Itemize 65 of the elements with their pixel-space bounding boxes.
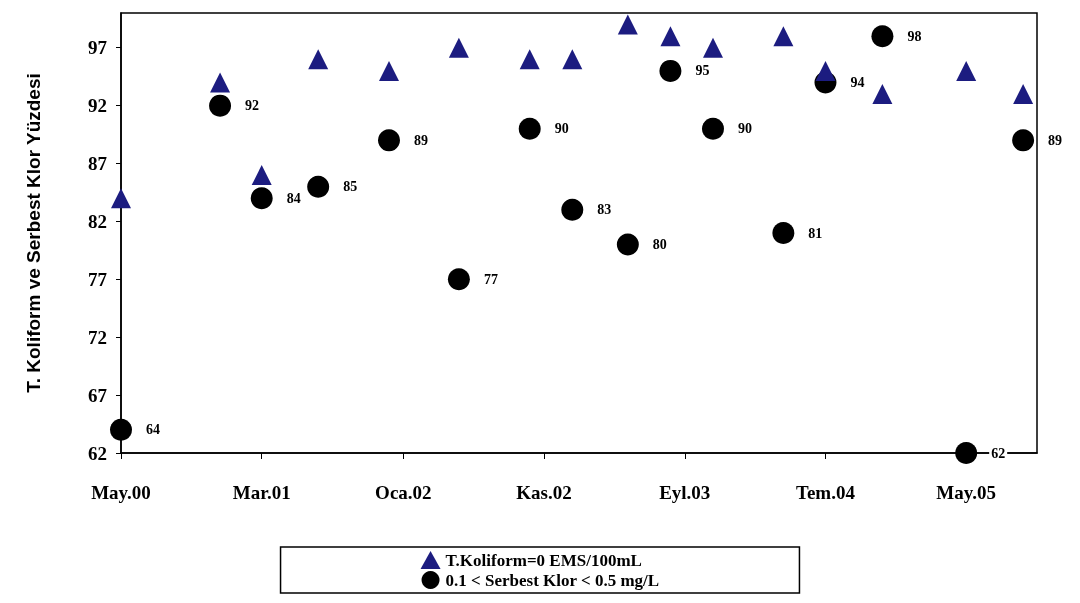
data-label: 64: [146, 422, 160, 438]
x-tick-label: May.05: [936, 482, 996, 503]
y-tick-label: 97: [88, 37, 108, 59]
point: [307, 175, 330, 198]
x-tick-label: Kas.02: [516, 482, 572, 503]
data-label: 89: [1048, 132, 1063, 148]
point: [111, 188, 131, 209]
point: [616, 233, 639, 256]
point: [703, 37, 723, 58]
point: [251, 165, 272, 186]
data-label: 92: [245, 98, 260, 114]
point: [772, 222, 795, 244]
data-label: 84: [286, 190, 301, 206]
point: [702, 117, 724, 140]
point: [250, 187, 273, 210]
x-tick-label: May.00: [91, 482, 151, 503]
data-label: 90: [738, 121, 752, 137]
legend-label: 0.1 < Serbest Klor < 0.5 mg/L: [445, 570, 660, 590]
point: [562, 49, 583, 70]
y-tick-label: 92: [88, 95, 107, 117]
point: [955, 442, 978, 464]
data-label: 80: [652, 237, 667, 253]
data-label: 89: [414, 132, 428, 148]
point: [1013, 84, 1034, 105]
point: [815, 60, 836, 81]
data-label: 95: [695, 63, 710, 79]
y-tick-label: 67: [88, 384, 108, 406]
data-label: 85: [343, 179, 358, 195]
point: [617, 14, 638, 35]
point: [1012, 129, 1035, 152]
point: [378, 129, 400, 152]
x-tick-label: Eyl.03: [659, 482, 711, 503]
data-label: 94: [850, 74, 865, 90]
x-tick-label: Mar.01: [232, 482, 291, 503]
point: [872, 84, 893, 105]
data-label: 81: [808, 225, 823, 241]
y-tick-label: 72: [88, 326, 107, 348]
point: [659, 59, 682, 82]
point: [308, 49, 329, 70]
data-label: 83: [597, 202, 612, 218]
x-tick-label: Tem.04: [796, 482, 856, 503]
legend-label: T.Koliform=0 EMS/100mL: [445, 550, 642, 570]
y-tick-label: 87: [88, 153, 108, 175]
x-tick-label: Oca.02: [375, 482, 432, 503]
y-axis-title: T. Koliform ve Serbest Klor Yüzdesi: [23, 73, 44, 393]
point: [110, 418, 132, 441]
point: [519, 49, 540, 70]
point: [210, 72, 231, 93]
point: [448, 37, 469, 58]
y-tick-label: 77: [88, 268, 108, 290]
point: [379, 60, 399, 81]
point: [871, 25, 894, 48]
data-label: 98: [907, 28, 922, 44]
y-tick-label: 82: [88, 210, 107, 232]
point: [209, 94, 232, 117]
data-label: 90: [554, 121, 569, 137]
point: [660, 26, 681, 47]
point: [773, 26, 794, 47]
point: [956, 60, 977, 81]
data-label: 62: [991, 445, 1006, 461]
point: [518, 117, 541, 140]
data-label: 77: [483, 271, 498, 287]
point: [561, 198, 584, 221]
y-tick-label: 62: [88, 442, 107, 464]
point: [447, 268, 470, 291]
